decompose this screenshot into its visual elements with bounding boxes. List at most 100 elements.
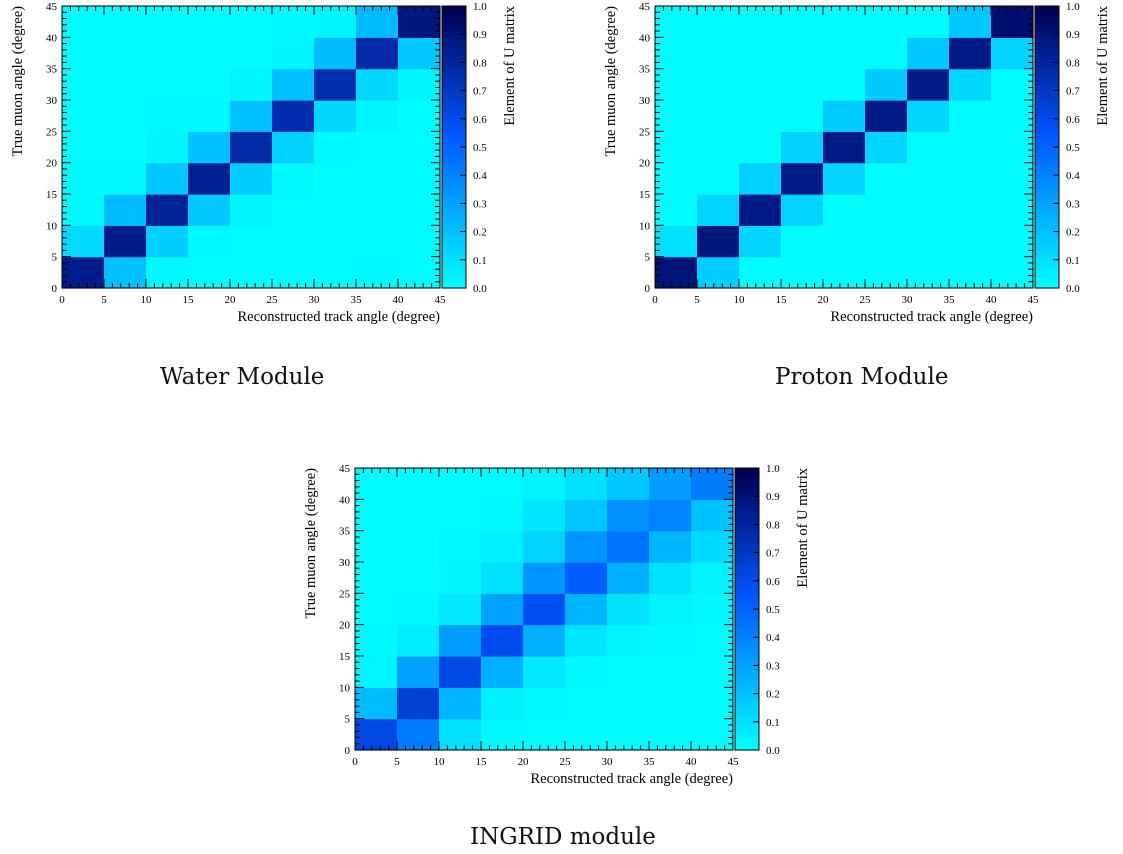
colorbar-segment (442, 123, 466, 129)
colorbar-segment (1035, 241, 1059, 247)
axis-ticks (61, 5, 441, 289)
colorbar-segment (442, 118, 466, 125)
x-axis-label: Reconstructed track angle (degree) (831, 309, 1034, 325)
x-tick-label: 40 (686, 756, 698, 768)
heatmap-cell (439, 499, 482, 532)
heatmap-cell (355, 718, 398, 751)
colorbar-segment (1035, 132, 1059, 139)
colorbar-segment (442, 29, 466, 35)
heatmap-cell (104, 225, 147, 258)
heatmap-cell (781, 256, 824, 289)
colorbar-segment (1035, 255, 1059, 261)
heatmap-cell (104, 6, 147, 38)
heatmap-cell (649, 718, 692, 751)
colorbar-tick-label: 0.8 (1066, 57, 1080, 69)
colorbar-tick-label: 0.0 (1066, 283, 1080, 295)
colorbar-segment (735, 576, 759, 582)
heatmap-cell (565, 468, 608, 500)
heatmap-cell (865, 100, 908, 132)
colorbar-tick-label: 0.5 (1066, 142, 1080, 154)
heatmap-cell (649, 656, 692, 688)
colorbar-segment (1035, 245, 1059, 251)
colorbar-segment (1035, 217, 1059, 223)
colorbar-segment (1035, 236, 1059, 242)
heatmap-cell (691, 656, 734, 688)
y-tick-label: 10 (46, 220, 58, 232)
colorbar-segment (735, 698, 759, 704)
heatmap-cell (949, 6, 992, 38)
y-tick-label: 30 (639, 95, 651, 107)
heatmap-cell (146, 37, 189, 70)
heatmap-cell (691, 624, 734, 657)
colorbar-segment (1035, 38, 1059, 45)
colorbar-tick-label: 0.3 (1066, 198, 1080, 210)
colorbar-label: Element of U matrix (795, 467, 811, 587)
colorbar-segment (442, 142, 466, 148)
heatmap-cell (104, 131, 147, 164)
colorbar-segment (735, 468, 759, 474)
heatmap-cell (439, 530, 482, 563)
y-tick-label: 25 (46, 126, 58, 138)
heatmap-cell (398, 6, 441, 38)
heatmap-cell (104, 256, 147, 289)
heatmap-cell (907, 256, 950, 289)
heatmap-cell (481, 499, 524, 532)
colorbar-segment (735, 562, 759, 568)
heatmap-cell (188, 256, 231, 289)
x-tick-label: 30 (902, 294, 914, 306)
colorbar-segment (735, 519, 759, 525)
y-tick-label: 45 (339, 463, 351, 475)
colorbar-segment (735, 656, 759, 662)
x-tick-label: 35 (944, 294, 956, 306)
colorbar-segment (442, 165, 466, 172)
heatmap-cell (607, 530, 650, 563)
y-tick-label: 10 (339, 682, 351, 694)
heatmap-cell (523, 593, 566, 626)
heatmap-cell (398, 37, 441, 70)
heatmap-cell (439, 687, 482, 720)
heatmap-cell (865, 37, 908, 70)
heatmap-cell (607, 562, 650, 594)
heatmap-cell (398, 100, 441, 132)
colorbar-segment (735, 651, 759, 657)
colorbar: 0.0 0.1 0.2 0.3 0.4 0.5 0.6 0.7 0.8 0.9 1.0 (441, 1, 487, 295)
heatmap-panel-water: 0 5 10 15 20 25 30 35 40 45 0 5 10 15 20 25 30 35 40 45 Reco… (0, 0, 535, 339)
colorbar-segment (735, 590, 759, 596)
heatmap-cell (865, 68, 908, 101)
heatmap-cell (146, 131, 189, 164)
colorbar-tick-label: 1.0 (1066, 1, 1080, 13)
x-tick-label: 45 (728, 756, 740, 768)
heatmap-cell (62, 225, 105, 258)
colorbar-tick-label: 0.0 (766, 745, 780, 757)
colorbar-segment (1035, 147, 1059, 153)
heatmap-cell (649, 562, 692, 594)
colorbar-segment (442, 81, 466, 87)
heatmap-cell (991, 162, 1034, 195)
colorbar-segment (735, 740, 759, 746)
heatmap-cell (62, 194, 105, 226)
heatmap-cell (607, 499, 650, 532)
heatmap-cell (523, 562, 566, 594)
colorbar-segment (1035, 165, 1059, 172)
plot-frame (354, 467, 734, 751)
colorbar-tick-label: 0.3 (766, 660, 780, 672)
proton-module-heatmap: 0 5 10 15 20 25 30 35 40 45 0 5 10 15 20 25 30 35 40 45 Reco… (603, 1, 1111, 325)
colorbar-segment (442, 278, 466, 284)
colorbar-segment (442, 156, 466, 162)
heatmap-cell (565, 562, 608, 594)
heatmap-cell (991, 256, 1034, 289)
heatmap-cell (146, 6, 189, 38)
heatmap-cell (991, 68, 1034, 101)
heatmap-cell (314, 6, 357, 38)
colorbar-segment (735, 632, 759, 638)
heatmap-cell (739, 6, 782, 38)
heatmap-cell (607, 687, 650, 720)
x-tick-label: 15 (776, 294, 788, 306)
colorbar-segment (442, 198, 466, 204)
colorbar-segment (735, 538, 759, 544)
heatmap-cell (356, 131, 399, 164)
colorbar-segment (442, 128, 466, 134)
colorbar-segment (1035, 62, 1059, 68)
heatmap-cell (188, 194, 231, 226)
plot-frame (61, 5, 441, 289)
